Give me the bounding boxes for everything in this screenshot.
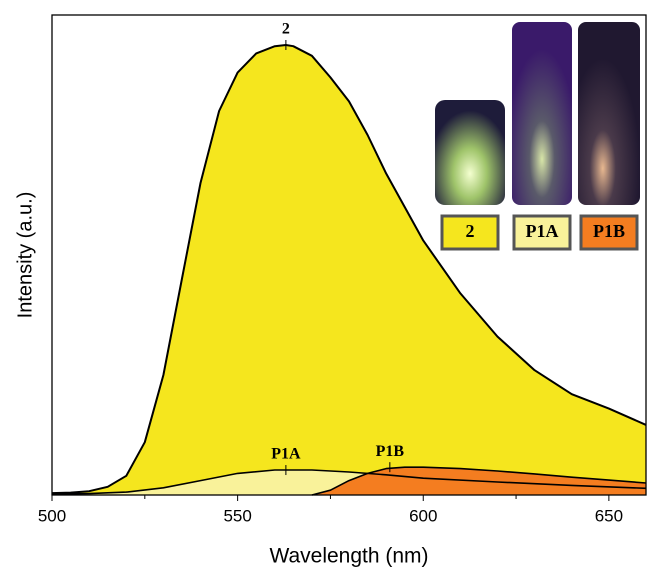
x-tick-label: 500 bbox=[38, 506, 66, 525]
x-tick-label: 650 bbox=[595, 506, 623, 525]
vial-photo bbox=[512, 22, 572, 205]
peak-label: 2 bbox=[282, 21, 290, 38]
inset-photos bbox=[435, 22, 640, 205]
peak-label: P1B bbox=[376, 443, 405, 460]
legend-label: P1B bbox=[593, 221, 625, 241]
x-tick-label: 600 bbox=[409, 506, 437, 525]
y-axis-label: Intensity (a.u.) bbox=[14, 192, 36, 319]
vial-photo bbox=[578, 22, 640, 205]
chart: 500 550 600 650 2 P1A P1B Intensity (a.u.) Wav… bbox=[0, 0, 648, 571]
vial-photo bbox=[435, 100, 505, 205]
x-axis-label: Wavelength (nm) bbox=[269, 545, 428, 568]
legend-label: P1A bbox=[526, 221, 559, 241]
peak-label: P1A bbox=[271, 446, 301, 463]
legend-label: 2 bbox=[466, 221, 475, 241]
x-tick-label: 550 bbox=[223, 506, 251, 525]
